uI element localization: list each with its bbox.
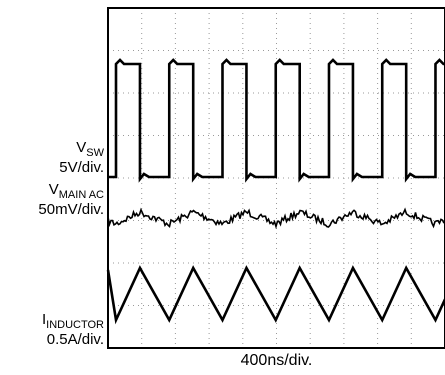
vmain-label-main: V bbox=[48, 181, 59, 198]
vmain-label: VMAIN AC 50mV/div. bbox=[38, 182, 104, 217]
vsw-label-main: V bbox=[76, 139, 87, 156]
x-axis-label: 400ns/div. bbox=[240, 352, 313, 369]
inductor-label-sub: INDUCTOR bbox=[46, 319, 104, 331]
vsw-trace bbox=[108, 58, 445, 183]
inductor-current-trace bbox=[106, 265, 445, 325]
inductor-label: IINDUCTOR 0.5A/div. bbox=[42, 312, 104, 347]
vsw-scale: 5V/div. bbox=[59, 158, 104, 176]
inductor-label-main: I bbox=[41, 311, 47, 328]
vmain-ac-trace bbox=[107, 207, 445, 230]
inductor-scale: 0.5A/div. bbox=[46, 330, 104, 348]
vsw-label-sub: SW bbox=[86, 147, 104, 159]
vmain-scale: 50mV/div. bbox=[38, 200, 104, 218]
vmain-label-sub: MAIN AC bbox=[58, 189, 104, 201]
vsw-label: VSW 5V/div. bbox=[59, 140, 104, 175]
